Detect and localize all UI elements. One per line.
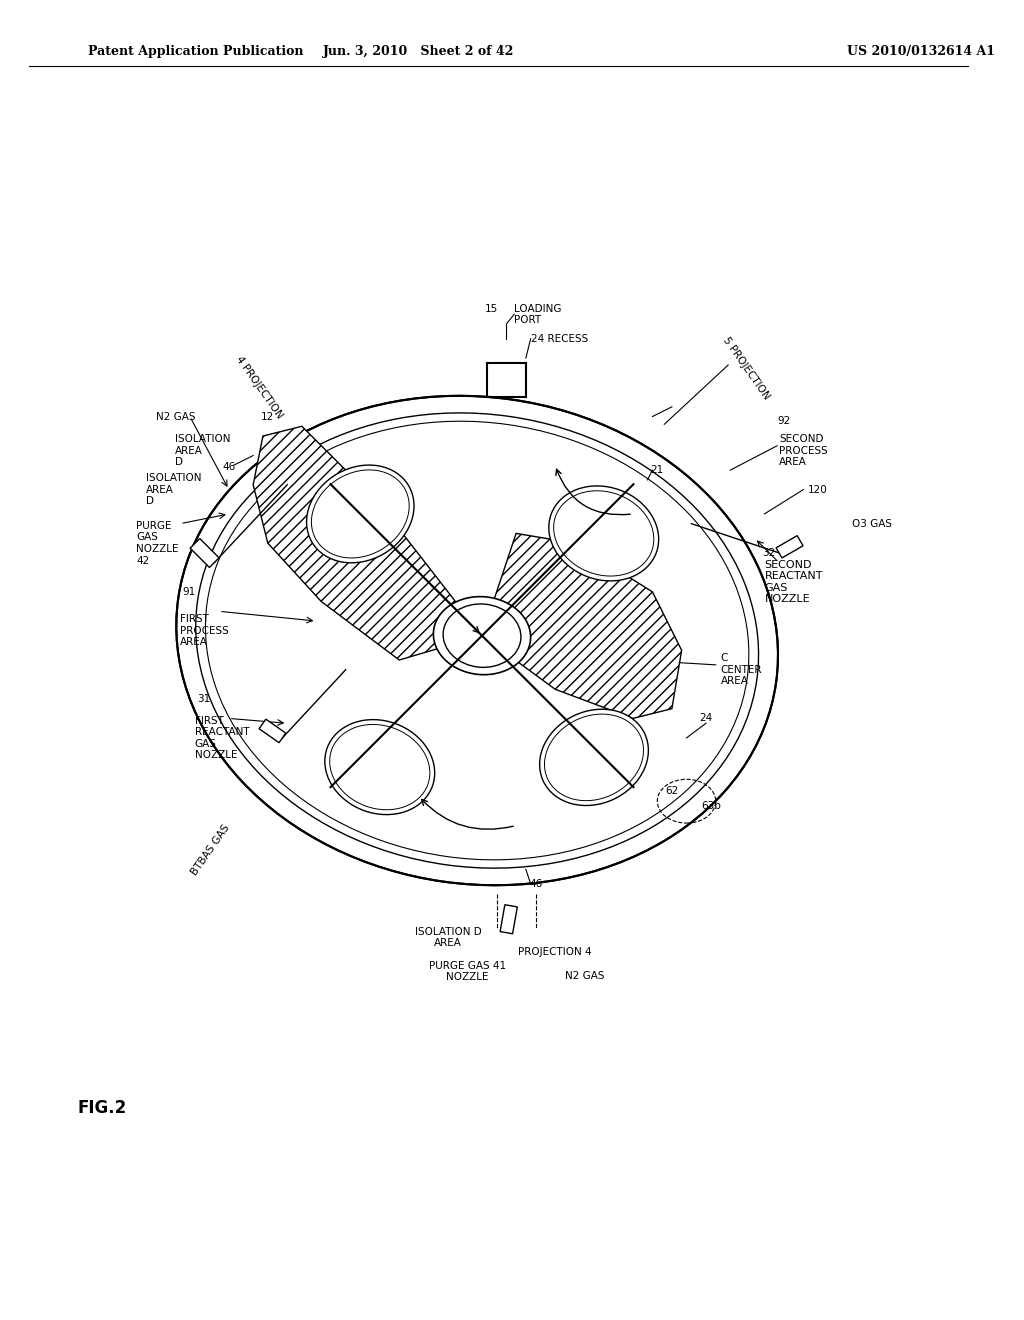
Polygon shape xyxy=(500,904,517,933)
Text: Patent Application Publication: Patent Application Publication xyxy=(88,45,303,58)
Text: ISOLATION
AREA
D: ISOLATION AREA D xyxy=(175,434,230,467)
Text: SECOND
PROCESS
AREA: SECOND PROCESS AREA xyxy=(779,434,827,467)
Text: 32: 32 xyxy=(763,548,776,558)
Text: FIG.2: FIG.2 xyxy=(78,1100,127,1117)
Text: 120: 120 xyxy=(808,484,828,495)
Text: 5 PROJECTION: 5 PROJECTION xyxy=(721,335,771,401)
Ellipse shape xyxy=(549,486,658,581)
Text: 24: 24 xyxy=(699,713,713,723)
Text: 91: 91 xyxy=(182,587,196,597)
Polygon shape xyxy=(253,426,482,660)
Text: 63b: 63b xyxy=(700,801,721,810)
Text: ISOLATION D
AREA: ISOLATION D AREA xyxy=(415,927,481,948)
Text: 4 PROJECTION: 4 PROJECTION xyxy=(233,354,284,420)
Text: C
CENTER
AREA: C CENTER AREA xyxy=(721,653,762,686)
Text: N2 GAS: N2 GAS xyxy=(156,412,196,421)
Text: ISOLATION
AREA
D: ISOLATION AREA D xyxy=(146,473,202,506)
Text: BTBAS GAS: BTBAS GAS xyxy=(189,822,232,876)
Ellipse shape xyxy=(433,597,530,675)
Text: 24 RECESS: 24 RECESS xyxy=(530,334,588,343)
Ellipse shape xyxy=(176,396,778,886)
Text: FIRST
REACTANT
GAS
NOZZLE: FIRST REACTANT GAS NOZZLE xyxy=(195,715,250,760)
Ellipse shape xyxy=(306,465,414,562)
Text: O3 GAS: O3 GAS xyxy=(852,519,892,529)
Ellipse shape xyxy=(325,719,435,814)
Text: LOADING
PORT: LOADING PORT xyxy=(514,304,561,325)
Text: N2 GAS: N2 GAS xyxy=(564,972,604,982)
Polygon shape xyxy=(482,533,682,718)
Text: 46: 46 xyxy=(222,462,236,473)
Polygon shape xyxy=(190,539,219,568)
Text: 92: 92 xyxy=(777,416,791,426)
Text: 15: 15 xyxy=(485,305,499,314)
Text: 31: 31 xyxy=(197,694,210,704)
Text: 46: 46 xyxy=(529,879,542,888)
Ellipse shape xyxy=(540,709,648,805)
Text: Jun. 3, 2010   Sheet 2 of 42: Jun. 3, 2010 Sheet 2 of 42 xyxy=(323,45,514,58)
Text: FIRST
PROCESS
AREA: FIRST PROCESS AREA xyxy=(180,614,229,647)
Text: SECOND
REACTANT
GAS
NOZZLE: SECOND REACTANT GAS NOZZLE xyxy=(764,560,823,605)
Text: 21: 21 xyxy=(650,465,664,475)
Polygon shape xyxy=(776,536,803,558)
Text: US 2010/0132614 A1: US 2010/0132614 A1 xyxy=(847,45,995,58)
Text: PROJECTION 4: PROJECTION 4 xyxy=(518,948,592,957)
Text: 12: 12 xyxy=(261,412,274,421)
Polygon shape xyxy=(259,719,286,743)
Text: PURGE
GAS
NOZZLE
42: PURGE GAS NOZZLE 42 xyxy=(136,521,179,565)
Text: PURGE GAS 41
NOZZLE: PURGE GAS 41 NOZZLE xyxy=(429,961,506,982)
Text: 62: 62 xyxy=(666,787,679,796)
